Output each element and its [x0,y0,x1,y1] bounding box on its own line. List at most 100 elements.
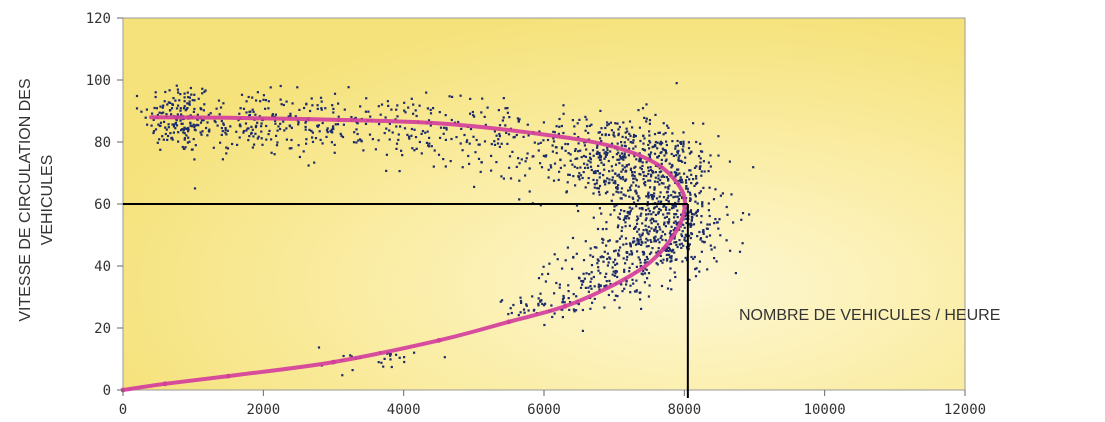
scatter-point [544,280,547,283]
scatter-point [353,131,356,134]
scatter-point [541,273,544,276]
x-tick-label: 2000 [246,402,280,418]
scatter-point [445,126,448,129]
scatter-point [502,177,505,180]
scatter-point [267,100,270,103]
scatter-point [614,263,617,266]
scatter-point [652,218,655,221]
x-axis-ticks: 0 2000 4000 6000 8000 10000 12000 [119,390,986,418]
scatter-point [620,141,623,144]
scatter-point [542,139,545,142]
scatter-point [658,207,661,211]
scatter-point [525,303,528,306]
scatter-point [539,162,542,165]
scatter-point [643,174,646,177]
scatter-point [654,140,657,144]
scatter-point [613,274,616,277]
scatter-point [291,102,294,105]
scatter-point [539,292,542,295]
scatter-point [389,354,392,357]
scatter-point [200,119,204,122]
scatter-point [600,161,603,164]
scatter-point [611,169,614,172]
scatter-point [607,159,610,163]
scatter-point [685,181,688,184]
scatter-point [275,134,278,137]
scatter-point [592,216,595,219]
x-tick-label: 4000 [387,402,421,418]
scatter-point [648,284,651,287]
scatter-point [617,173,621,176]
scatter-point [665,253,668,256]
scatter-point [305,103,308,106]
scatter-point [225,133,228,136]
scatter-point [658,131,661,134]
scatter-point [250,125,253,128]
scatter-point [605,272,608,275]
scatter-point [580,280,583,283]
scatter-point [596,187,599,190]
scatter-point [316,107,319,110]
scatter-point [663,154,666,157]
scatter-point [486,106,489,109]
scatter-point [693,213,696,216]
scatter-point [256,121,259,124]
scatter-point [730,193,733,196]
scatter-point [618,237,622,240]
scatter-point [656,180,659,183]
scatter-point [632,139,635,142]
scatter-point [651,170,654,173]
scatter-point [605,244,608,247]
scatter-point [285,138,288,141]
scatter-point [683,161,687,164]
scatter-point [374,148,377,151]
scatter-point [606,264,609,267]
scatter-point [202,109,205,112]
scatter-point [670,166,673,169]
scatter-point [442,158,445,161]
scatter-point [296,86,299,89]
scatter-point [623,217,626,220]
scatter-point [694,195,697,198]
scatter-point [627,163,630,166]
scatter-point [186,91,189,94]
scatter-point [437,153,441,156]
scatter-point [623,166,626,169]
scatter-point [276,141,279,144]
scatter-point [659,259,662,262]
scatter-point [634,190,637,193]
scatter-point [662,182,665,185]
scatter-point [668,253,671,256]
scatter-point [616,262,619,265]
scatter-point [738,250,742,253]
scatter-point [351,369,354,372]
scatter-point [695,210,698,213]
scatter-point [319,138,322,141]
scatter-point [502,97,505,100]
scatter-point [590,287,593,290]
scatter-point [504,107,507,110]
scatter-point [274,122,277,125]
scatter-point [179,93,182,96]
scatter-point [167,101,170,104]
scatter-point [465,140,468,144]
scatter-point [628,195,631,198]
scatter-point [172,131,175,134]
scatter-point [646,231,649,234]
scatter-point [513,135,516,139]
scatter-point [650,227,653,230]
scatter-point [740,218,743,221]
scatter-point [639,238,642,241]
scatter-point [594,171,597,175]
scatter-point [562,296,565,299]
scatter-point [646,239,649,242]
scatter-point [589,254,592,257]
scatter-point [683,172,686,175]
scatter-point [656,263,659,266]
scatter-point [660,234,663,238]
scatter-point [593,297,596,300]
scatter-point [706,223,709,226]
scatter-point [715,260,718,263]
scatter-point [665,158,668,161]
scatter-point [267,133,270,136]
